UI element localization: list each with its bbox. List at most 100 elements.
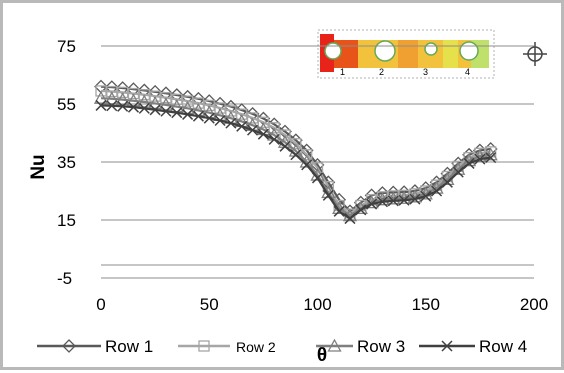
data-point	[192, 110, 204, 122]
data-point	[246, 112, 259, 124]
x-tick-label: 100	[303, 295, 331, 314]
data-point	[290, 138, 302, 150]
legend-item-1: Row 1	[37, 337, 153, 356]
marker-x-stroke	[420, 190, 432, 202]
marker-x-stroke	[409, 193, 421, 205]
data-point	[149, 90, 161, 102]
data-point	[268, 122, 280, 134]
data-point	[355, 204, 367, 216]
inset-row-label-1: 1	[340, 67, 345, 77]
data-point	[474, 153, 486, 165]
data-point	[115, 92, 130, 106]
legend: Row 1 Row 2 Row 3 Row 4	[37, 337, 527, 356]
marker-x-stroke	[117, 100, 129, 112]
data-point	[203, 99, 215, 112]
marker-x-stroke	[322, 189, 334, 201]
data-point	[117, 100, 129, 112]
legend-label: Row 3	[357, 337, 405, 356]
data-point	[225, 105, 237, 117]
legend-item-4: Row 4	[419, 337, 527, 356]
data-point	[117, 86, 129, 99]
data-point	[420, 190, 432, 202]
marker-x-stroke	[387, 195, 399, 207]
legend-item-2: Row 2	[178, 339, 276, 355]
data-point	[138, 102, 150, 114]
data-point	[127, 101, 140, 113]
inset-hot-zone-2	[398, 40, 418, 68]
data-point	[409, 193, 421, 205]
marker-x-stroke	[376, 196, 388, 208]
marker-x-stroke	[236, 120, 248, 132]
legend-item-3: Row 3	[316, 337, 405, 356]
data-point	[203, 112, 215, 124]
marker-x-stroke	[452, 166, 464, 178]
data-point	[333, 205, 345, 217]
data-point	[268, 133, 280, 145]
marker-x-stroke	[95, 99, 107, 111]
data-point	[311, 172, 324, 184]
marker-x-stroke	[127, 101, 140, 113]
data-point	[247, 124, 259, 136]
data-point	[290, 149, 302, 161]
marker-x-stroke	[257, 128, 269, 140]
marker-x-stroke	[192, 110, 204, 122]
geometry-inset-figure: 1 2 3 4	[317, 29, 547, 79]
y-axis-title: Nu	[28, 154, 49, 179]
marker-x-stroke	[344, 213, 356, 225]
data-point	[364, 188, 379, 203]
marker-x-stroke	[225, 117, 237, 129]
marker-x-stroke	[463, 157, 475, 169]
legend-label: Row 2	[236, 339, 276, 355]
data-point	[225, 117, 237, 129]
marker-x-stroke	[247, 124, 259, 136]
x-axis-title: θ	[317, 345, 327, 366]
marker-x-stroke	[333, 205, 345, 217]
data-point	[431, 185, 443, 197]
legend-swatch-marker	[327, 338, 342, 352]
marker-x-stroke	[474, 153, 486, 165]
y-tick-label: 55	[57, 95, 76, 114]
data-point	[95, 85, 107, 97]
inset-row-label-2: 2	[379, 67, 384, 77]
crosshair-icon	[523, 42, 547, 66]
marker-x-stroke	[431, 185, 443, 197]
data-point	[257, 128, 269, 140]
data-point	[149, 104, 161, 116]
gridlines: -5 15 35 55 75 0 50 100 150 200	[57, 37, 548, 314]
marker-x-stroke	[279, 140, 291, 152]
inset-cylinder-3	[424, 42, 438, 56]
x-tick-label: 150	[412, 295, 440, 314]
marker-x-stroke	[160, 105, 172, 117]
marker-x-stroke	[138, 102, 150, 114]
x-tick-label: 200	[520, 295, 548, 314]
y-tick-label: 75	[57, 37, 76, 56]
data-point	[279, 140, 291, 152]
data-point	[181, 95, 194, 107]
data-point	[344, 213, 356, 225]
data-point	[106, 85, 118, 98]
data-point	[137, 94, 152, 108]
data-point	[485, 152, 497, 164]
data-point	[138, 89, 150, 101]
data-point	[441, 176, 453, 188]
y-tick-label: 15	[57, 211, 76, 230]
inset-border	[317, 29, 495, 79]
legend-label: Row 1	[105, 337, 153, 356]
data-point	[398, 194, 410, 206]
marker-x-stroke	[214, 114, 226, 127]
data-point	[463, 157, 475, 169]
legend-swatch-marker	[441, 340, 453, 352]
data-point	[322, 189, 334, 201]
data-point	[126, 93, 141, 107]
marker-x-stroke	[203, 112, 215, 124]
legend-swatch-marker	[198, 340, 210, 352]
marker-x-stroke	[106, 100, 118, 112]
data-point	[214, 114, 226, 127]
x-tick-label: 50	[200, 295, 219, 314]
y-tick-label: -5	[57, 269, 72, 288]
series-row-4	[95, 99, 497, 225]
inset-row-label-4: 4	[465, 67, 470, 77]
data-point	[301, 159, 313, 171]
marker-x-stroke	[268, 133, 280, 145]
